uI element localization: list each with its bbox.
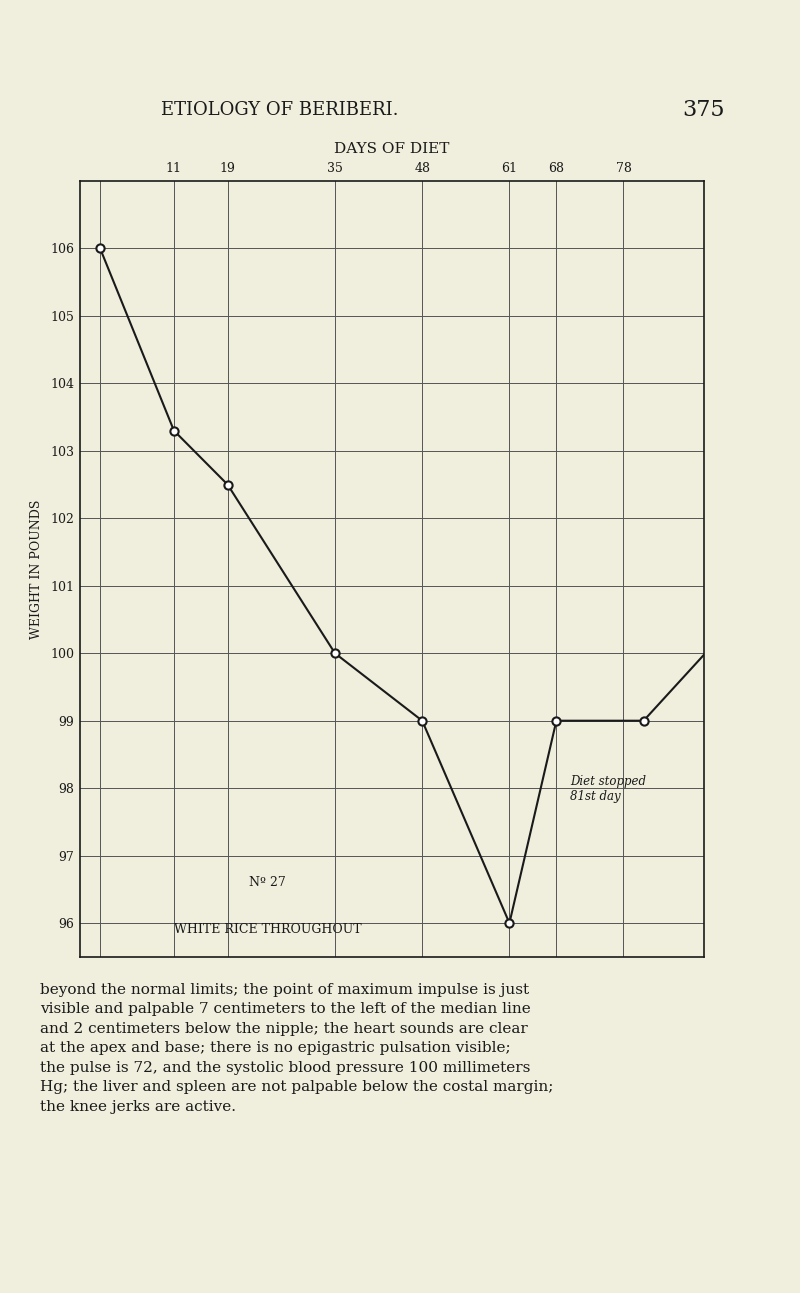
Text: Diet stopped
81st day: Diet stopped 81st day bbox=[570, 775, 646, 803]
Text: ETIOLOGY OF BERIBERI.: ETIOLOGY OF BERIBERI. bbox=[162, 101, 398, 119]
Title: DAYS OF DIET: DAYS OF DIET bbox=[334, 142, 450, 156]
Point bbox=[791, 542, 800, 562]
Text: beyond the normal limits; the point of maximum impulse is just
visible and palpa: beyond the normal limits; the point of m… bbox=[40, 983, 554, 1113]
Text: 375: 375 bbox=[682, 98, 726, 122]
Text: WHITE RICE THROUGHOUT: WHITE RICE THROUGHOUT bbox=[174, 923, 362, 936]
Point bbox=[638, 710, 650, 731]
Point bbox=[503, 913, 516, 934]
Text: Nº 27: Nº 27 bbox=[250, 877, 286, 890]
Point bbox=[416, 710, 429, 731]
Y-axis label: WEIGHT IN POUNDS: WEIGHT IN POUNDS bbox=[30, 499, 43, 639]
Point bbox=[222, 475, 234, 495]
Point bbox=[167, 420, 180, 441]
Point bbox=[550, 710, 562, 731]
Point bbox=[94, 238, 106, 259]
Point bbox=[329, 643, 342, 663]
